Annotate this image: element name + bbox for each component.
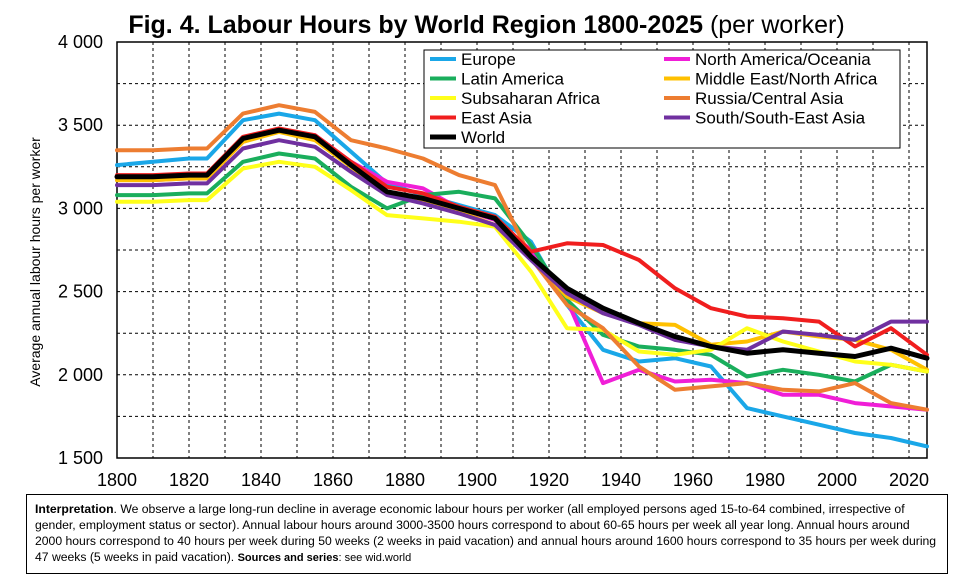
legend-item-subsaharan-africa: Subsaharan Africa (430, 89, 600, 108)
x-tick-label: 1900 (457, 470, 497, 490)
legend-item-europe: Europe (430, 50, 516, 69)
legend-label: Subsaharan Africa (461, 89, 600, 108)
y-axis-label: Average annual labour hours per worker (27, 137, 43, 387)
chart-title-main: Fig. 4. Labour Hours by World Region 180… (128, 11, 703, 39)
note-label: Interpretation (35, 502, 114, 516)
series-line-europe (115, 111, 929, 449)
legend: Europe North America/Oceania Latin America… (423, 49, 901, 149)
legend-item-south-south-east-asia: South/South-East Asia (664, 109, 866, 128)
legend-item-east-asia: East Asia (430, 109, 532, 128)
sources-label: Sources and series (237, 552, 339, 564)
legend-label: North America/Oceania (695, 50, 871, 69)
chart-title: Fig. 4. Labour Hours by World Region 180… (0, 10, 973, 40)
y-tick-label: 1 500 (58, 448, 103, 468)
note-text: . We observe a large long-run decline in… (35, 502, 937, 564)
x-tick-labels: 1800 1820 1840 1860 1880 1900 1920 1940 1960 1980… (97, 470, 929, 490)
y-tick-label: 2 500 (58, 282, 103, 302)
x-tick-label: 1800 (97, 470, 137, 490)
legend-item-world: World (430, 128, 505, 147)
y-tick-labels: 1 500 2 000 2 500 3 000 3 500 4 000 (58, 32, 103, 468)
x-tick-label: 1960 (673, 470, 713, 490)
legend-label: Middle East/North Africa (695, 70, 878, 89)
x-tick-label: 2020 (889, 470, 929, 490)
x-tick-label: 1920 (529, 470, 569, 490)
legend-label: Latin America (461, 70, 565, 89)
y-tick-label: 4 000 (58, 32, 103, 52)
legend-label: South/South-East Asia (695, 109, 866, 128)
series-line-south-south-east-asia (115, 138, 929, 352)
sources-text: : see wid.world (338, 552, 412, 564)
series-line-russia-central-asia (115, 103, 929, 412)
legend-item-russia-central-asia: Russia/Central Asia (664, 89, 844, 108)
x-tick-label: 1840 (241, 470, 281, 490)
legend-label: World (461, 128, 505, 147)
series-line-subsaharan-africa (115, 159, 929, 374)
legend-label: Russia/Central Asia (695, 89, 844, 108)
sources-note: Sources and series: see wid.world (238, 552, 412, 564)
x-tick-label: 1880 (385, 470, 425, 490)
plot-area-border (116, 41, 928, 459)
series-line-east-asia (115, 126, 929, 357)
x-tick-label: 1940 (601, 470, 641, 490)
interpretation-note: Interpretation. We observe a large long-… (26, 494, 948, 574)
series-lines (114, 103, 930, 449)
chart-title-suffix: (per worker) (709, 11, 845, 39)
y-tick-label: 3 000 (58, 198, 103, 218)
x-tick-label: 1860 (313, 470, 353, 490)
legend-label: East Asia (461, 109, 532, 128)
y-tick-label: 2 000 (58, 365, 103, 385)
legend-item-latin-america: Latin America (430, 70, 565, 89)
legend-box (423, 49, 901, 149)
legend-item-north-america-oceania: North America/Oceania (664, 50, 871, 69)
x-tick-label: 1820 (169, 470, 209, 490)
legend-item-middle-east-north-africa: Middle East/North Africa (664, 70, 878, 89)
y-tick-label: 3 500 (58, 115, 103, 135)
x-tick-label: 1980 (745, 470, 785, 490)
legend-label: Europe (461, 50, 516, 69)
series-line-world (114, 127, 930, 361)
x-tick-label: 2000 (817, 470, 857, 490)
